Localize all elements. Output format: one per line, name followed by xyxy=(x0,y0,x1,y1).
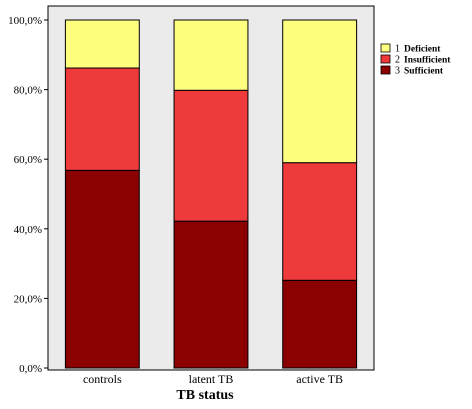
bar-1-segment-3 xyxy=(64,19,140,69)
bar-2-segment-1 xyxy=(173,220,249,369)
y-tick-label: 20,0% xyxy=(14,293,42,305)
bar-3-segment-1 xyxy=(282,279,358,369)
y-tick-label: 80,0% xyxy=(14,85,42,97)
x-axis-title: TB status xyxy=(176,388,234,403)
x-tick-label: latent TB xyxy=(189,372,234,386)
x-tick-label: active TB xyxy=(296,372,343,386)
legend-label: Insufficient xyxy=(404,56,451,66)
legend-code: 1 xyxy=(395,44,400,55)
y-tick-label: 100,0% xyxy=(8,15,42,27)
bar-1-segment-1 xyxy=(64,169,140,369)
bar-2-segment-3 xyxy=(173,19,249,91)
legend-label: Sufficient xyxy=(404,67,444,77)
x-axis: controls latent TB active TB xyxy=(83,372,343,386)
y-tick-label: 0,0% xyxy=(19,363,42,375)
legend-code: 2 xyxy=(395,55,400,66)
legend-label: Deficient xyxy=(404,45,441,55)
legend: 1 Deficient 2 Insufficient 3 Sufficient xyxy=(380,43,451,77)
bars-layer xyxy=(64,19,358,369)
bar-3-segment-3 xyxy=(282,19,358,164)
bar-1-segment-2 xyxy=(64,67,140,171)
legend-swatch-deficient xyxy=(380,43,391,53)
legend-swatch-sufficient xyxy=(380,65,391,75)
y-tick-label: 40,0% xyxy=(14,224,42,236)
x-tick-label: controls xyxy=(83,372,122,386)
legend-swatch-insufficient xyxy=(380,54,391,64)
legend-code: 3 xyxy=(395,66,400,77)
y-tick-label: 60,0% xyxy=(14,154,42,166)
bar-3-segment-2 xyxy=(282,162,358,281)
bar-2-segment-2 xyxy=(173,89,249,222)
y-axis: 0,0% 20,0% 40,0% 60,0% 80,0% 100,0% xyxy=(8,15,48,375)
